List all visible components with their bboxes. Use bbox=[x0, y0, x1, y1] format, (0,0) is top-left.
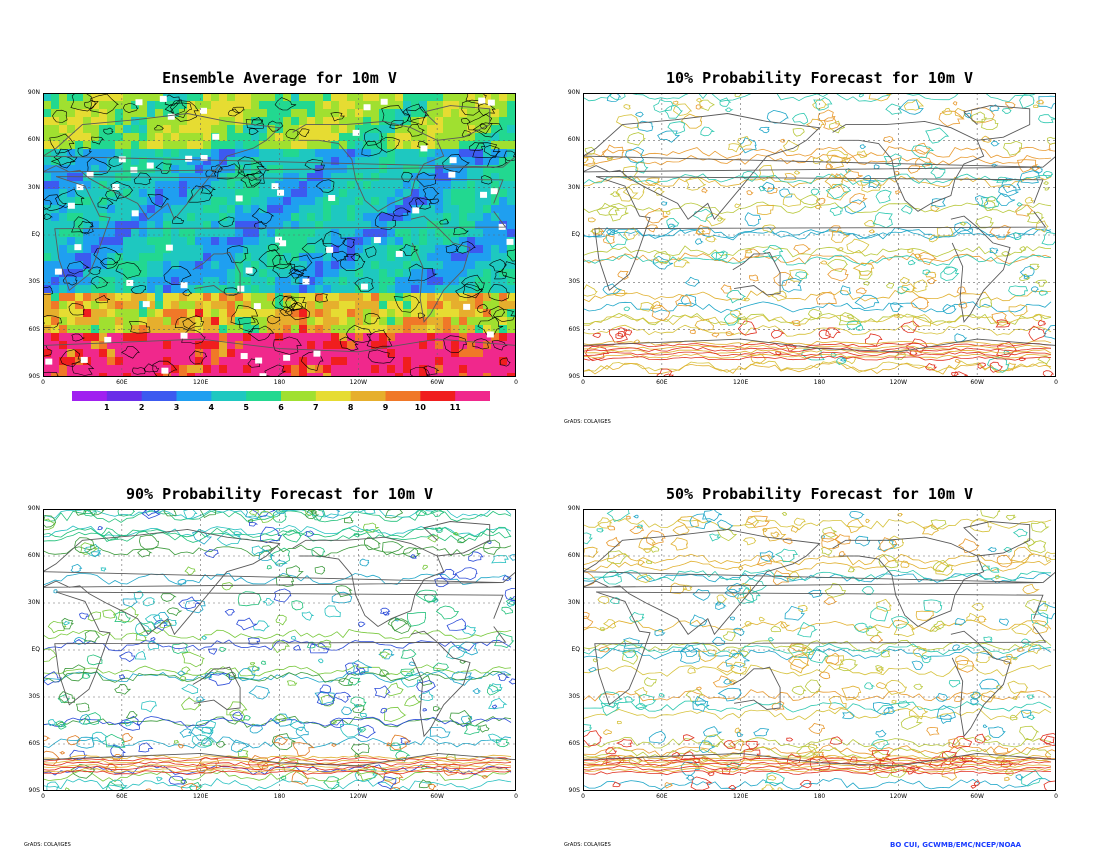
lon-label: 0 bbox=[514, 379, 518, 386]
lon-label: 0 bbox=[41, 379, 45, 386]
lon-label: 60E bbox=[656, 379, 668, 386]
map-ensemble-average bbox=[43, 93, 516, 377]
lat-label: 30S bbox=[28, 278, 40, 286]
lon-label: 60E bbox=[656, 793, 668, 800]
colorbar-swatch bbox=[211, 391, 247, 401]
colorbar-tick-label: 4 bbox=[208, 403, 215, 412]
lon-label: 180 bbox=[273, 379, 286, 386]
colorbar-tick-label: 2 bbox=[138, 403, 145, 412]
colorbar-swatch bbox=[246, 391, 282, 401]
lat-label: 30N bbox=[567, 599, 580, 606]
lon-label: 60W bbox=[970, 793, 984, 800]
lat-label: 90N bbox=[567, 505, 580, 512]
colorbar-swatch bbox=[281, 391, 317, 401]
colorbar-tick-label: 8 bbox=[347, 403, 354, 412]
lon-label: 60W bbox=[970, 379, 984, 386]
colorbar-swatch bbox=[315, 391, 352, 401]
colorbar bbox=[72, 391, 490, 401]
lon-label: 120W bbox=[889, 793, 908, 800]
colorbar-tick-label: 6 bbox=[278, 403, 284, 412]
lon-label: 120W bbox=[349, 379, 368, 386]
colorbar-tick-label: 11 bbox=[449, 403, 461, 412]
lon-label: 120W bbox=[349, 793, 368, 800]
colorbar-swatch bbox=[350, 391, 386, 401]
colorbar-swatch bbox=[455, 391, 490, 401]
colorbar-swatch bbox=[176, 391, 212, 401]
lon-label: 0 bbox=[41, 793, 45, 800]
lat-label: 90S bbox=[568, 787, 580, 794]
colorbar-swatch bbox=[141, 391, 177, 401]
map-10-percent bbox=[583, 93, 1056, 377]
title-50-percent: 50% Probability Forecast for 10m V bbox=[665, 485, 974, 503]
colorbar-tick-label: 5 bbox=[243, 403, 249, 412]
lat-label: 30S bbox=[28, 693, 40, 700]
lon-label: 180 bbox=[813, 793, 826, 800]
lon-label: 0 bbox=[1054, 379, 1058, 386]
title-90-percent: 90% Probability Forecast for 10m V bbox=[125, 485, 434, 503]
lon-label: 180 bbox=[273, 793, 286, 800]
lon-label: 60W bbox=[430, 793, 444, 800]
colorbar-tick-label: 10 bbox=[414, 403, 426, 412]
lat-label: 30S bbox=[568, 693, 580, 700]
lat-label: EQ bbox=[31, 231, 40, 238]
lon-label: 60E bbox=[116, 379, 128, 386]
lon-label: 120E bbox=[733, 379, 749, 386]
colorbar-swatch bbox=[420, 391, 456, 401]
lat-label: 30N bbox=[567, 183, 580, 191]
lon-label: 120E bbox=[193, 379, 209, 386]
lat-label: 60N bbox=[27, 552, 40, 559]
colorbar-swatch bbox=[385, 391, 421, 401]
lat-label: 90S bbox=[28, 373, 40, 380]
title-10-percent: 10% Probability Forecast for 10m V bbox=[665, 69, 974, 87]
lat-label: EQ bbox=[31, 646, 40, 653]
lat-label: 60N bbox=[27, 136, 40, 144]
lat-label: 90N bbox=[27, 89, 40, 96]
colorbar-tick-label: 9 bbox=[382, 403, 389, 412]
lat-label: 90S bbox=[28, 787, 40, 794]
lon-label: 120W bbox=[889, 379, 908, 386]
title-ensemble-average: Ensemble Average for 10m V bbox=[162, 69, 397, 87]
map-50-percent bbox=[583, 509, 1056, 791]
lat-label: EQ bbox=[571, 231, 580, 238]
colorbar-tick-label: 1 bbox=[104, 403, 110, 412]
lon-label: 0 bbox=[1054, 793, 1058, 800]
grads-label-bottom-left: GrADS: COLA/IGES bbox=[24, 842, 71, 848]
lat-label: 30N bbox=[27, 183, 40, 191]
lon-label: 0 bbox=[581, 379, 585, 386]
lat-label: 60S bbox=[568, 325, 580, 333]
grads-label-bottom-right: GrADS: COLA/IGES bbox=[564, 842, 611, 848]
grads-label-top-right: GrADS: COLA/IGES bbox=[564, 419, 611, 425]
lon-label: 60W bbox=[430, 379, 444, 386]
map-90-percent bbox=[43, 509, 516, 791]
colorbar-tick-label: 3 bbox=[173, 403, 180, 412]
lon-label: 60E bbox=[116, 793, 128, 800]
lat-label: 30S bbox=[568, 278, 580, 286]
lon-label: 0 bbox=[514, 793, 518, 800]
lon-label: 120E bbox=[193, 793, 209, 800]
lat-label: 60S bbox=[28, 325, 40, 333]
lon-label: 120E bbox=[733, 793, 749, 800]
colorbar-tick-label: 7 bbox=[313, 403, 319, 412]
lat-label: 60N bbox=[567, 552, 580, 559]
lat-label: 60N bbox=[567, 136, 580, 144]
colorbar-swatch bbox=[106, 391, 143, 401]
colorbar-swatch bbox=[72, 391, 108, 401]
lon-label: 0 bbox=[581, 793, 585, 800]
lat-label: 30N bbox=[27, 599, 40, 606]
lat-label: 90N bbox=[567, 89, 580, 96]
lon-label: 180 bbox=[813, 379, 826, 386]
lat-label: 60S bbox=[28, 740, 40, 747]
lat-label: 90N bbox=[27, 505, 40, 512]
credit-label: BO CUI, GCWMB/EMC/NCEP/NOAA bbox=[890, 841, 1022, 849]
lat-label: 90S bbox=[568, 373, 580, 380]
lat-label: EQ bbox=[571, 646, 580, 653]
lat-label: 60S bbox=[568, 740, 580, 747]
